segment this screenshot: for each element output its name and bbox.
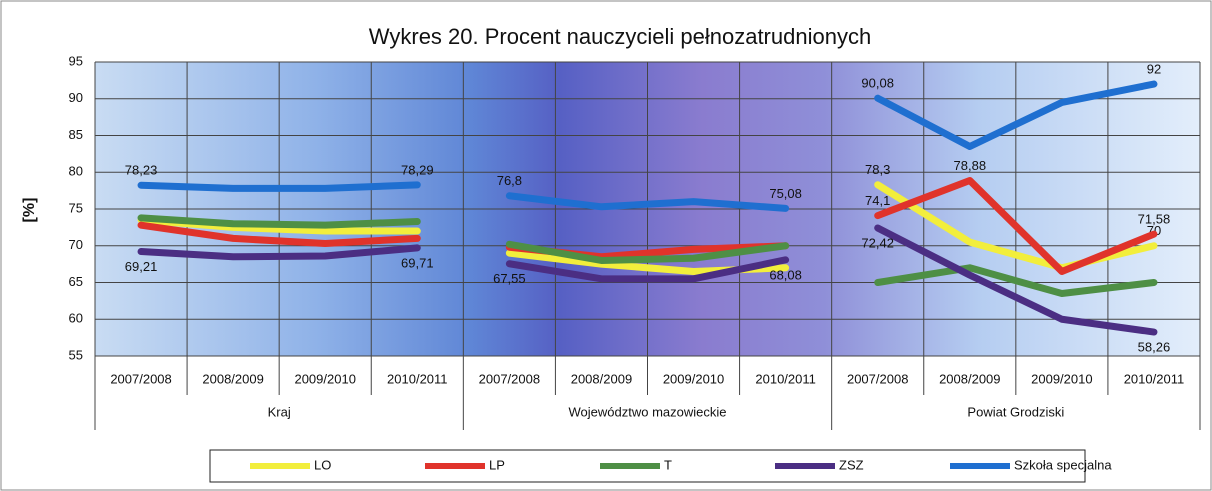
x-tick-label: 2010/2011 bbox=[755, 371, 816, 386]
data-label: 75,08 bbox=[769, 186, 802, 201]
data-label: 69,21 bbox=[125, 259, 158, 274]
series-line bbox=[874, 176, 1158, 275]
data-label: 90,08 bbox=[861, 76, 894, 91]
legend-label: LO bbox=[314, 457, 331, 472]
chart-title: Wykres 20. Procent nauczycieli pełnozatr… bbox=[369, 24, 871, 49]
series-line bbox=[874, 264, 1158, 298]
x-tick-label: 2007/2008 bbox=[110, 371, 171, 386]
group-label: Kraj bbox=[268, 404, 291, 419]
data-label: 78,88 bbox=[954, 158, 987, 173]
data-label: 67,55 bbox=[493, 271, 526, 286]
y-tick-label: 60 bbox=[69, 311, 83, 326]
x-tick-label: 2008/2009 bbox=[939, 371, 1000, 386]
series-line bbox=[874, 181, 1158, 272]
series-line bbox=[137, 214, 421, 229]
data-label: 92 bbox=[1147, 61, 1161, 76]
legend-label: ZSZ bbox=[839, 457, 864, 472]
data-label: 76,8 bbox=[497, 173, 522, 188]
data-label: 74,1 bbox=[865, 193, 890, 208]
y-axis-label: [%] bbox=[21, 198, 38, 223]
legend-label: Szkoła specjalna bbox=[1014, 457, 1112, 472]
legend-label: T bbox=[664, 457, 672, 472]
series-line bbox=[874, 80, 1158, 151]
y-tick-label: 55 bbox=[69, 347, 83, 362]
series-line bbox=[505, 256, 790, 283]
x-tick-label: 2009/2010 bbox=[1031, 371, 1092, 386]
x-tick-label: 2009/2010 bbox=[294, 371, 355, 386]
y-tick-label: 90 bbox=[69, 90, 83, 105]
x-tick-label: 2009/2010 bbox=[663, 371, 724, 386]
group-label: Powiat Grodziski bbox=[967, 404, 1064, 419]
data-label: 58,26 bbox=[1138, 339, 1171, 354]
data-label: 68,08 bbox=[769, 267, 802, 282]
data-label: 78,3 bbox=[865, 162, 890, 177]
x-tick-label: 2008/2009 bbox=[202, 371, 263, 386]
x-tick-label: 2010/2011 bbox=[1124, 371, 1185, 386]
y-tick-label: 95 bbox=[69, 53, 83, 68]
y-tick-label: 85 bbox=[69, 127, 83, 142]
series-line bbox=[137, 181, 421, 192]
data-label: 78,23 bbox=[125, 163, 158, 178]
series-line bbox=[137, 221, 421, 248]
series-line bbox=[137, 244, 421, 261]
y-tick-label: 70 bbox=[69, 237, 83, 252]
series-line bbox=[505, 240, 790, 264]
series-line bbox=[505, 192, 790, 212]
x-tick-label: 2007/2008 bbox=[479, 371, 540, 386]
group-label: Województwo mazowieckie bbox=[569, 404, 727, 419]
x-tick-label: 2010/2011 bbox=[387, 371, 448, 386]
x-tick-label: 2007/2008 bbox=[847, 371, 908, 386]
data-label: 78,29 bbox=[401, 162, 434, 177]
series-line bbox=[874, 224, 1158, 336]
data-label: 69,71 bbox=[401, 255, 434, 270]
y-tick-label: 75 bbox=[69, 200, 83, 215]
data-label: 72,42 bbox=[861, 235, 894, 250]
legend-label: LP bbox=[489, 457, 505, 472]
y-tick-label: 65 bbox=[69, 274, 83, 289]
data-label: 71,58 bbox=[1138, 212, 1171, 227]
x-tick-label: 2008/2009 bbox=[571, 371, 632, 386]
y-tick-label: 80 bbox=[69, 164, 83, 179]
